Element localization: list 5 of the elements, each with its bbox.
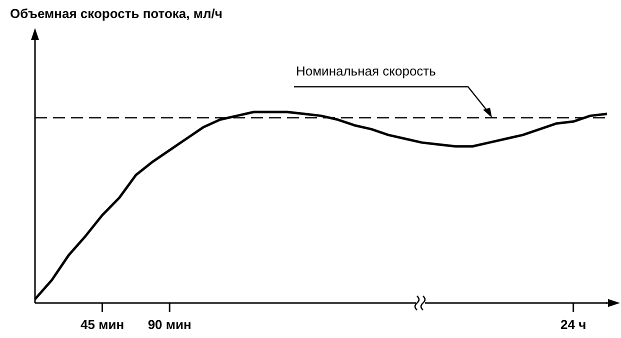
x-tick-label: 45 мин	[80, 317, 124, 332]
text: Объемная скорость потока, мл/ч	[10, 6, 222, 21]
x-tick-label: 90 мин	[148, 317, 192, 332]
x-tick-label: 24 ч	[560, 317, 586, 332]
ref-line-label: Номинальная скорость	[296, 64, 436, 79]
